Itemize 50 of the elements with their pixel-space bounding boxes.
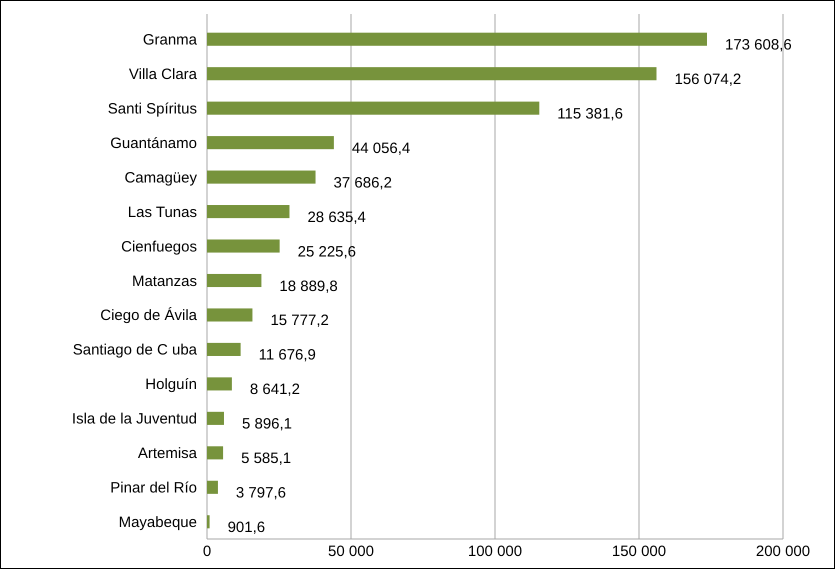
bar <box>207 102 540 115</box>
bar <box>207 239 280 253</box>
data-label: 44 056,4 <box>352 140 410 157</box>
data-label: 11 676,9 <box>258 346 316 364</box>
bar <box>207 342 241 356</box>
bar <box>207 136 334 150</box>
bar <box>207 480 218 494</box>
y-tick-label: Granma <box>142 31 198 48</box>
data-label: 3 797,6 <box>236 484 286 502</box>
bar <box>207 446 224 460</box>
data-label: 115 381,6 <box>557 105 623 122</box>
bar <box>207 308 252 322</box>
bar <box>207 170 316 184</box>
y-tick-label: Villa Clara <box>128 66 198 83</box>
y-tick-label: Artemisa <box>138 445 198 462</box>
y-tick-label: Isla de la Juventud <box>72 410 197 428</box>
data-label: 5 896,1 <box>242 416 292 433</box>
x-tick-label: 150 000 <box>612 543 666 560</box>
y-tick-label: Pinar del Río <box>110 480 197 497</box>
bar <box>207 412 224 425</box>
y-tick-label: Camagüey <box>124 169 198 186</box>
y-tick-label: Holguín <box>145 376 197 394</box>
x-tick-label: 100 000 <box>468 543 522 560</box>
bar <box>207 32 707 46</box>
bar <box>207 67 656 80</box>
data-label: 901,6 <box>228 519 266 536</box>
y-tick-label: Cienfuegos <box>121 238 197 256</box>
y-tick-label: Guantánamo <box>110 134 197 152</box>
data-label: 156 074,2 <box>674 70 742 88</box>
y-tick-label: Santiago de C uba <box>72 342 198 359</box>
bar <box>207 515 210 528</box>
y-tick-label: Matanzas <box>132 272 197 290</box>
x-tick-label: 200 000 <box>756 543 810 560</box>
bar <box>207 274 262 288</box>
bar <box>207 377 232 390</box>
data-label: 25 225,6 <box>298 243 356 260</box>
y-tick-label: Las Tunas <box>128 204 197 221</box>
data-label: 28 635,4 <box>307 208 366 226</box>
data-label: 5 585,1 <box>241 450 292 468</box>
y-tick-label: Mayabeque <box>118 514 197 532</box>
data-label: 37 686,2 <box>334 174 392 192</box>
data-label: 8 641,2 <box>250 381 300 398</box>
data-label: 173 608,6 <box>724 36 792 54</box>
x-tick-label: 0 <box>202 543 212 560</box>
bar <box>207 205 290 218</box>
data-label: 18 889,8 <box>279 278 338 295</box>
y-tick-label: Santi Spíritus <box>108 100 197 118</box>
x-tick-label: 50 000 <box>328 543 374 560</box>
y-tick-label: Ciego de Ávila <box>100 306 198 324</box>
data-label: 15 777,2 <box>270 312 329 330</box>
